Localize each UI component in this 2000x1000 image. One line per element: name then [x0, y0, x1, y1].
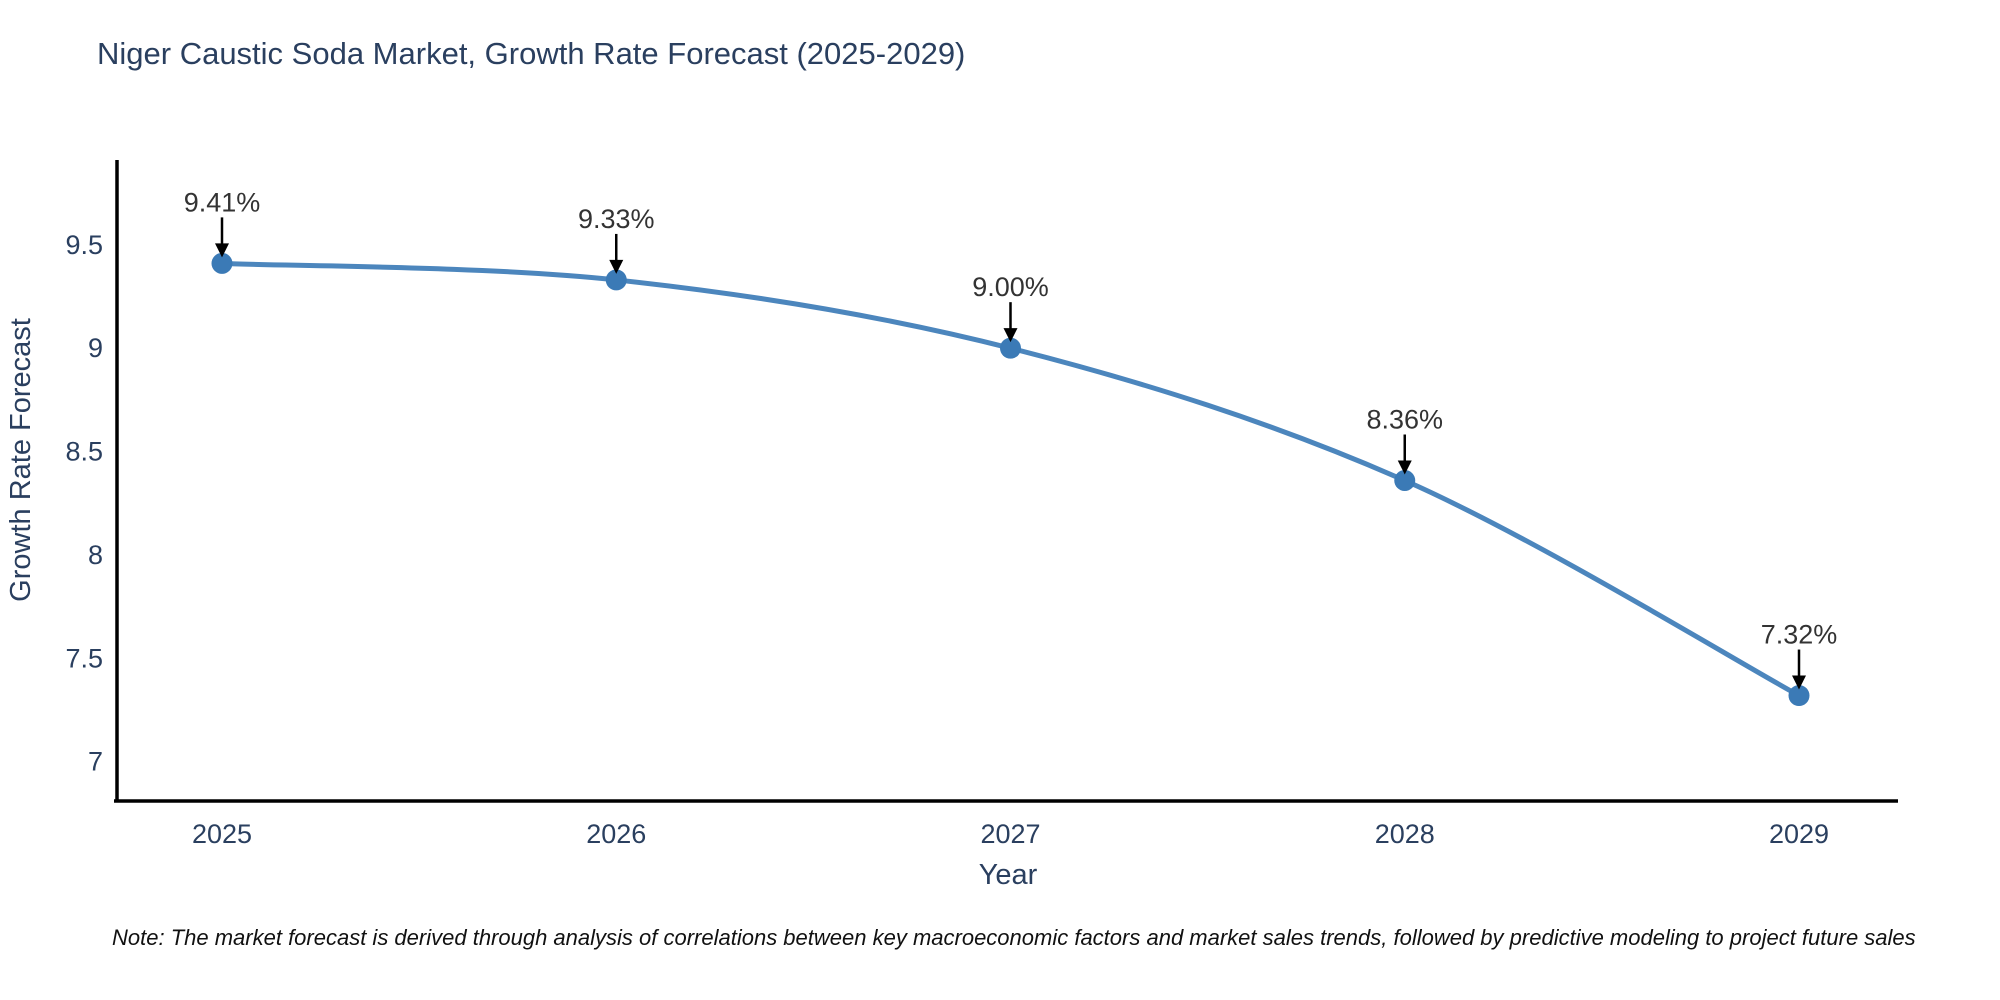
point-value-label: 9.00% — [972, 272, 1049, 302]
annotation-arrowhead-icon — [1792, 675, 1806, 690]
x-tick-label: 2027 — [980, 819, 1040, 849]
axes-layer: 9.5 9 8.5 8 7.5 7 2025 2026 2027 2028 2029 — [65, 160, 1898, 849]
point-value-label: 8.36% — [1366, 405, 1443, 435]
data-point-2029[interactable] — [1788, 685, 1810, 707]
x-axis-title: Year — [979, 859, 1038, 891]
data-point-2027[interactable] — [1000, 337, 1021, 359]
point-value-label: 9.41% — [184, 187, 261, 217]
annotation-layer: 9.41% 9.33% 9.00% 8.36% 7.32% — [184, 187, 1838, 690]
y-tick-label: 8 — [88, 540, 103, 570]
point-value-label: 9.33% — [578, 204, 655, 234]
y-tick-label: 7 — [88, 747, 103, 777]
annotation-arrowhead-icon — [1003, 328, 1018, 343]
data-point-2028[interactable] — [1394, 470, 1416, 491]
annotation-arrowhead-icon — [1397, 460, 1412, 475]
chart-title: Niger Caustic Soda Market, Growth Rate F… — [97, 36, 965, 71]
annotation-arrowhead-icon — [609, 259, 624, 274]
data-point-2025[interactable] — [211, 252, 233, 274]
y-tick-label: 9.5 — [65, 230, 103, 260]
x-tick-label: 2026 — [586, 819, 646, 849]
x-tick-label: 2029 — [1769, 819, 1829, 849]
y-axis-title: Growth Rate Forecast — [5, 318, 37, 602]
annotation-arrowhead-icon — [215, 243, 229, 258]
y-tick-label: 7.5 — [65, 643, 103, 673]
data-point-2026[interactable] — [605, 269, 627, 291]
x-tick-label: 2025 — [192, 819, 252, 849]
y-tick-label: 9 — [88, 333, 103, 363]
footnote: Note: The market forecast is derived thr… — [112, 925, 1916, 950]
point-value-label: 7.32% — [1761, 620, 1838, 650]
series-layer — [211, 252, 1810, 707]
x-tick-label: 2028 — [1375, 819, 1435, 849]
y-tick-label: 8.5 — [65, 437, 103, 467]
